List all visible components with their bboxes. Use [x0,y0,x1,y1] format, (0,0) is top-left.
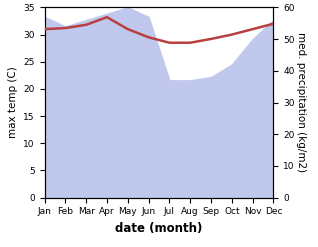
Y-axis label: max temp (C): max temp (C) [8,67,18,138]
Y-axis label: med. precipitation (kg/m2): med. precipitation (kg/m2) [296,32,306,173]
X-axis label: date (month): date (month) [115,222,203,235]
